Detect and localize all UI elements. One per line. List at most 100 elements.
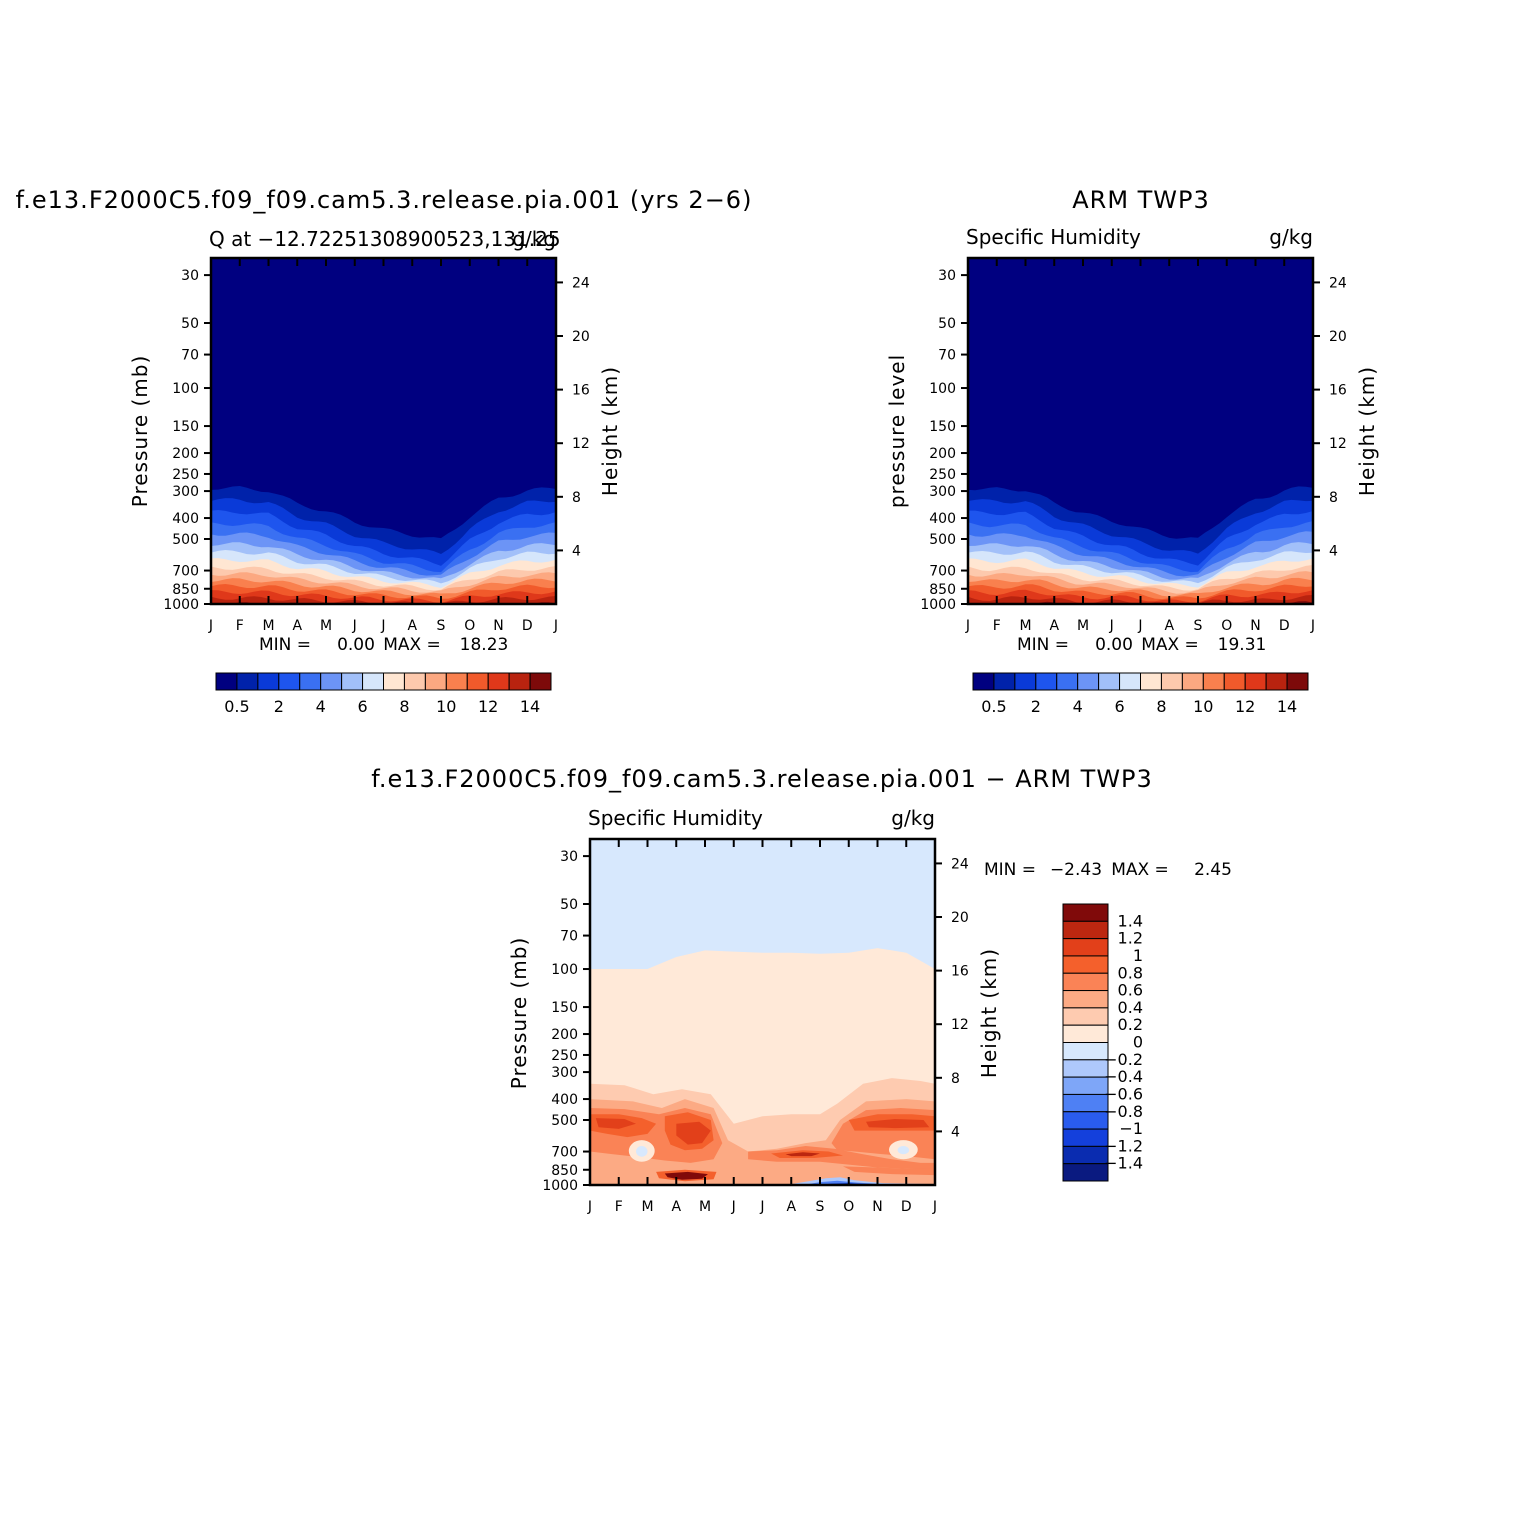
model-ytick-label: 50 (181, 316, 199, 332)
diff-ytick-label: 1000 (542, 1178, 578, 1194)
diff-colorbar-swatch (1062, 920, 1109, 940)
diff-contour-band (785, 1152, 820, 1157)
diff-colorbar-label: −0.4 (1104, 1067, 1143, 1086)
model-y2tick-label: 24 (572, 275, 590, 291)
diff-left-subtitle: Specific Humidity (588, 806, 763, 830)
model-colorbar-swatch (299, 672, 322, 691)
diff-colorbar-label: 1.4 (1118, 911, 1143, 930)
model-colorbar-swatch (445, 672, 468, 691)
diff-contour-blob (897, 1146, 910, 1155)
diff-y2tick-label: 12 (951, 1017, 969, 1033)
obs-xtick-label: A (1049, 618, 1059, 634)
obs-ytick-label: 1000 (920, 597, 956, 613)
model-main-title: f.e13.F2000C5.f09_f09.cam5.3.release.pia… (16, 186, 753, 214)
model-ytick-label: 700 (172, 564, 199, 580)
model-colorbar-swatch (362, 672, 384, 691)
diff-xtick-label: S (816, 1199, 825, 1215)
diff-ytick-label: 850 (551, 1163, 578, 1179)
model-xtick-label: J (380, 618, 385, 634)
diff-ytick-label: 250 (551, 1048, 578, 1064)
panel-obs: ARM TWP3 Specific Humidity g/kg J F M A M J J A… (885, 186, 1379, 716)
obs-ytick-label: 100 (929, 381, 956, 397)
diff-ytick-label: 400 (551, 1092, 578, 1108)
diff-max-value: 2.45 (1194, 860, 1232, 880)
model-ytick-label: 500 (172, 532, 199, 548)
obs-xtick-label: O (1221, 618, 1232, 634)
obs-xtick-label: J (1109, 618, 1114, 634)
obs-colorbar-swatch (1014, 672, 1037, 691)
model-colorbar-swatch (278, 672, 301, 691)
diff-xtick-label: J (587, 1199, 592, 1215)
model-xtick-label: D (522, 618, 533, 634)
obs-y2tick-label: 20 (1329, 329, 1347, 345)
diff-ytick-label: 500 (551, 1113, 578, 1129)
diff-right-subtitle: g/kg (891, 806, 935, 830)
model-ytick-label: 70 (181, 348, 199, 364)
diff-y2label: Height (km) (977, 948, 1001, 1078)
obs-colorbar-label: 10 (1193, 697, 1213, 716)
panel-diff: f.e13.F2000C5.f09_f09.cam5.3.release.pia… (371, 765, 1232, 1215)
diff-colorbar-swatch (1062, 955, 1109, 974)
obs-right-subtitle: g/kg (1269, 225, 1313, 249)
model-xtick-label: J (553, 618, 558, 634)
model-min-value: 0.00 (337, 635, 375, 655)
model-colorbar-swatch (466, 672, 489, 691)
diff-colorbar-swatch (1062, 1059, 1109, 1078)
obs-colorbar-label: 2 (1031, 697, 1041, 716)
diff-xtick-label: M (699, 1199, 711, 1215)
diff-colorbar-swatch (1062, 1145, 1109, 1165)
model-xtick-label: S (437, 618, 446, 634)
model-y2tick-label: 4 (572, 543, 581, 559)
obs-colorbar-swatch (1119, 672, 1141, 691)
diff-xtick-label: M (641, 1199, 653, 1215)
obs-y2tick-label: 4 (1329, 543, 1338, 559)
model-colorbar-label: 10 (436, 697, 456, 716)
diff-colorbar-label: 0.2 (1118, 1015, 1143, 1034)
diff-ytick-label: 150 (551, 1000, 578, 1016)
obs-colorbar-swatch (1202, 672, 1225, 691)
obs-colorbar-label: 0.5 (981, 697, 1006, 716)
model-colorbar-label: 2 (274, 697, 284, 716)
obs-xtick-label: J (1137, 618, 1142, 634)
diff-y2tick-label: 8 (951, 1071, 960, 1087)
model-colorbar-label: 6 (357, 697, 367, 716)
obs-colorbar-swatch (1035, 672, 1058, 691)
obs-ytick-label: 150 (929, 419, 956, 435)
obs-ylabel: pressure level (885, 354, 909, 508)
diff-min-value: −2.43 (1050, 860, 1102, 880)
model-xtick-label: M (320, 618, 332, 634)
diff-colorbar-swatch (1062, 1076, 1109, 1095)
obs-colorbar-swatch (1265, 672, 1288, 691)
diff-colorbar-label: 1.2 (1118, 929, 1143, 948)
obs-colorbar-swatch (1160, 672, 1183, 691)
diff-colorbar-label: −0.6 (1104, 1084, 1143, 1103)
diff-ytick-label: 700 (551, 1145, 578, 1161)
obs-colorbar-label: 14 (1277, 697, 1297, 716)
obs-max-value: 19.31 (1218, 635, 1267, 655)
diff-colorbar-label: −0.2 (1104, 1050, 1143, 1069)
obs-xtick-label: D (1279, 618, 1290, 634)
model-xtick-label: M (262, 618, 274, 634)
obs-xtick-label: M (1077, 618, 1089, 634)
model-xtick-label: A (407, 618, 417, 634)
obs-xtick-label: F (993, 618, 1001, 634)
diff-colorbar-swatch (1062, 1111, 1109, 1130)
obs-colorbar-label: 6 (1114, 697, 1124, 716)
diff-colorbar-label: 0.6 (1118, 981, 1143, 1000)
obs-colorbar-swatch (1181, 672, 1204, 691)
obs-xtick-label: M (1019, 618, 1031, 634)
model-ytick-label: 150 (172, 419, 199, 435)
diff-ytick-label: 300 (551, 1065, 578, 1081)
obs-ytick-label: 300 (929, 484, 956, 500)
diff-colorbar-swatch (1062, 972, 1109, 992)
diff-colorbar-swatch (1062, 938, 1109, 957)
obs-colorbar-swatch (1140, 672, 1162, 691)
model-max-value: 18.23 (460, 635, 509, 655)
model-y2tick-label: 20 (572, 329, 590, 345)
diff-colorbar-label: 0 (1133, 1033, 1143, 1052)
diff-ylabel: Pressure (mb) (507, 937, 531, 1090)
diff-xtick-label: O (843, 1199, 854, 1215)
model-colorbar-label: 4 (316, 697, 326, 716)
model-colorbar-swatch (508, 672, 531, 691)
